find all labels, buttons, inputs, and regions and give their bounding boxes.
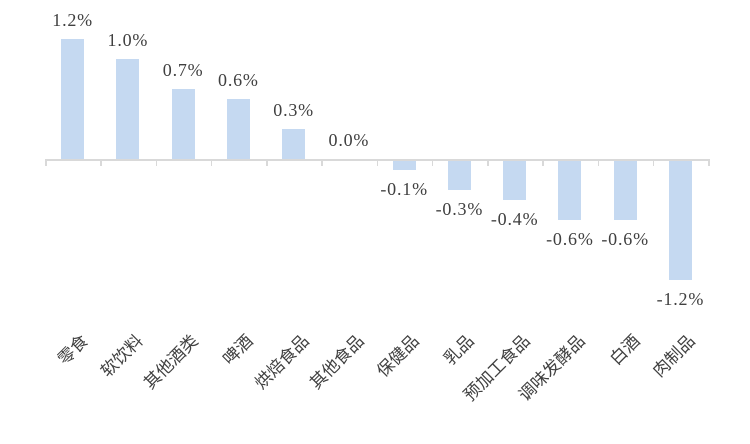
bar (503, 160, 527, 200)
bar (447, 160, 471, 190)
category-label: 保健品 (373, 331, 423, 381)
value-label: 0.0% (328, 130, 370, 150)
axis-tick (431, 159, 434, 166)
value-label: -0.6% (601, 229, 649, 249)
category-label: 乳品 (440, 331, 479, 369)
value-label: -0.1% (380, 179, 428, 199)
bar (282, 129, 306, 159)
axis-tick (321, 159, 323, 166)
axis-tick (652, 159, 655, 166)
category-label: 烘焙食品 (250, 331, 313, 393)
category-label: 软饮料 (97, 331, 147, 381)
value-label: 0.6% (218, 70, 259, 90)
value-label: -0.6% (546, 229, 594, 249)
category-label: 白酒 (606, 331, 644, 369)
category-label: 零食 (53, 331, 92, 369)
value-label: -1.2% (656, 289, 705, 309)
bar (392, 160, 416, 170)
axis-tick (155, 159, 157, 166)
category-label: 啤酒 (219, 331, 258, 369)
value-label: 1.2% (52, 10, 93, 30)
value-label: -0.3% (435, 199, 484, 219)
value-label: 1.0% (107, 30, 149, 50)
value-label: 0.7% (162, 60, 204, 80)
axis-tick (45, 159, 47, 166)
bar (613, 160, 637, 220)
bar (226, 99, 250, 159)
bar (171, 89, 195, 159)
category-label: 其他食品 (306, 331, 368, 393)
value-label: -0.4% (490, 209, 539, 229)
axis-tick (266, 159, 268, 166)
axis-tick (597, 159, 599, 166)
category-label: 肉制品 (649, 331, 700, 381)
value-label: 0.3% (273, 100, 314, 120)
bar (558, 160, 582, 220)
axis-tick (376, 159, 378, 166)
bar (116, 59, 140, 159)
axis-tick (210, 159, 213, 166)
bar (61, 39, 85, 159)
category-label: 其他酒类 (140, 331, 202, 393)
axis-tick (487, 159, 489, 166)
bar (668, 160, 692, 280)
axis-tick (542, 159, 544, 166)
axis-tick (100, 159, 102, 166)
axis-tick (708, 159, 710, 166)
